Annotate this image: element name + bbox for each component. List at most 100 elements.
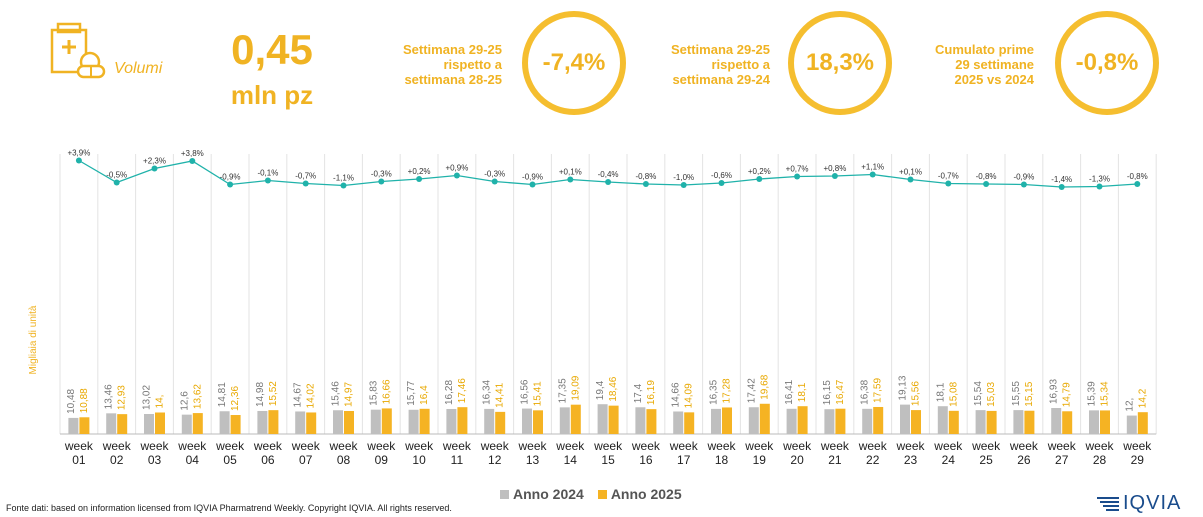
y-axis-label: Migliaia di unità	[28, 305, 39, 374]
cumulative-change-label: +0,8%	[823, 164, 846, 173]
bar-2025	[722, 407, 732, 434]
data-label-2024: 15,46	[331, 381, 342, 406]
legend-item-2025: Anno 2025	[597, 486, 682, 502]
bar-2024	[824, 409, 835, 434]
data-label-2024: 10,48	[66, 388, 77, 413]
x-tick-label: week	[895, 439, 925, 453]
x-tick-label: 13	[526, 453, 540, 467]
data-label-2024: 16,35	[709, 379, 720, 404]
cumulative-change-point	[869, 171, 876, 178]
x-tick-label: week	[480, 439, 510, 453]
x-tick-label: 04	[186, 453, 200, 467]
x-tick-label: 19	[753, 453, 767, 467]
cumulative-change-label: -0,3%	[371, 170, 392, 179]
cumulative-change-point	[302, 180, 309, 187]
cumulative-change-label: -0,9%	[220, 173, 241, 182]
kpi-unit: mln pz	[230, 80, 314, 110]
cumulative-change-label: +0,7%	[786, 165, 809, 174]
x-tick-label: week	[593, 439, 623, 453]
data-label-2024: 19,4	[595, 380, 606, 400]
data-label-2025: 15,03	[986, 381, 997, 406]
cumulative-change-label: -1,0%	[673, 173, 694, 182]
data-label-2024: 18,1	[935, 382, 946, 402]
bar-2025	[533, 410, 543, 434]
data-label-2024: 15,39	[1087, 381, 1098, 406]
data-label-2025: 15,15	[1024, 381, 1035, 406]
cumulative-change-label: -1,4%	[1051, 175, 1072, 184]
chart-legend: Anno 2024 Anno 2025	[500, 486, 696, 502]
bar-2025	[1100, 410, 1110, 434]
bar-2025	[570, 404, 581, 434]
x-tick-label: week	[64, 439, 94, 453]
bar-2024	[446, 408, 457, 434]
x-tick-label: week	[782, 439, 812, 453]
cumulative-change-point	[831, 173, 838, 179]
cumulative-change-point	[756, 176, 763, 182]
x-tick-label: week	[631, 439, 661, 453]
cumulative-change-point	[453, 172, 460, 179]
bar-2024	[1051, 407, 1062, 434]
x-tick-label: 14	[564, 453, 578, 467]
bar-2025	[117, 414, 128, 434]
cumulative-change-point	[945, 180, 952, 187]
data-label-2025: 16,4	[419, 385, 430, 405]
bar-2025	[268, 410, 279, 434]
cumulative-change-point	[907, 176, 914, 183]
bar-2024	[1013, 410, 1024, 434]
bar-2025	[684, 412, 695, 434]
data-label-2025: 15,08	[948, 381, 959, 406]
bar-2024	[295, 411, 306, 434]
x-tick-label: 06	[261, 453, 275, 467]
x-tick-label: 29	[1131, 453, 1145, 467]
bar-2025	[1062, 411, 1073, 434]
bar-2025	[381, 408, 392, 434]
bar-2024	[408, 409, 419, 434]
kpi-value: 0,45	[231, 26, 313, 73]
cumulative-change-label: -0,7%	[295, 172, 316, 181]
cumulative-change-point	[227, 181, 234, 188]
x-tick-label: week	[253, 439, 283, 453]
x-tick-label: week	[1122, 439, 1152, 453]
cumulative-change-label: -0,6%	[711, 171, 732, 180]
x-tick-label: 01	[72, 453, 86, 467]
x-tick-label: 21	[828, 453, 842, 467]
bar-2024	[144, 414, 154, 434]
bar-2025	[646, 409, 657, 434]
x-tick-label: 07	[299, 453, 313, 467]
bar-2024	[559, 407, 570, 434]
bar-2024	[484, 408, 495, 434]
data-label-2025: 14,2	[1137, 388, 1148, 408]
data-label-2024: 14,81	[217, 382, 228, 407]
bar-2024	[68, 417, 79, 434]
x-tick-label: week	[820, 439, 850, 453]
data-label-2024: 15,54	[973, 381, 984, 406]
cumulative-change-point	[491, 178, 498, 185]
x-tick-label: 26	[1017, 453, 1031, 467]
x-tick-label: week	[291, 439, 321, 453]
data-label-2024: 16,15	[822, 380, 833, 405]
bar-2024	[370, 409, 381, 434]
x-tick-label: 03	[148, 453, 162, 467]
x-tick-label: week	[744, 439, 774, 453]
x-tick-label: 18	[715, 453, 729, 467]
cumulative-change-label: +0,1%	[559, 168, 582, 177]
cumulative-change-label: -0,7%	[938, 172, 959, 181]
cumulative-change-label: -0,5%	[106, 171, 127, 180]
data-label-2025: 16,19	[646, 380, 657, 405]
data-label-2024: 17,42	[746, 378, 757, 403]
x-tick-label: week	[102, 439, 132, 453]
bar-2024	[937, 406, 948, 434]
cumulative-change-label: -0,4%	[598, 170, 619, 179]
data-label-2024: 15,77	[406, 380, 417, 405]
data-label-2024: 14,98	[255, 382, 266, 407]
x-tick-label: week	[442, 439, 472, 453]
x-tick-label: week	[858, 439, 888, 453]
data-label-2024: 16,41	[784, 379, 795, 404]
bar-2024	[786, 408, 797, 434]
bar-2025	[911, 410, 921, 434]
bar-2025	[344, 411, 354, 434]
cumulative-change-label: +3,9%	[67, 149, 90, 158]
source-footnote: Fonte dati: based on information license…	[6, 503, 452, 513]
data-label-2024: 13,02	[142, 385, 153, 410]
